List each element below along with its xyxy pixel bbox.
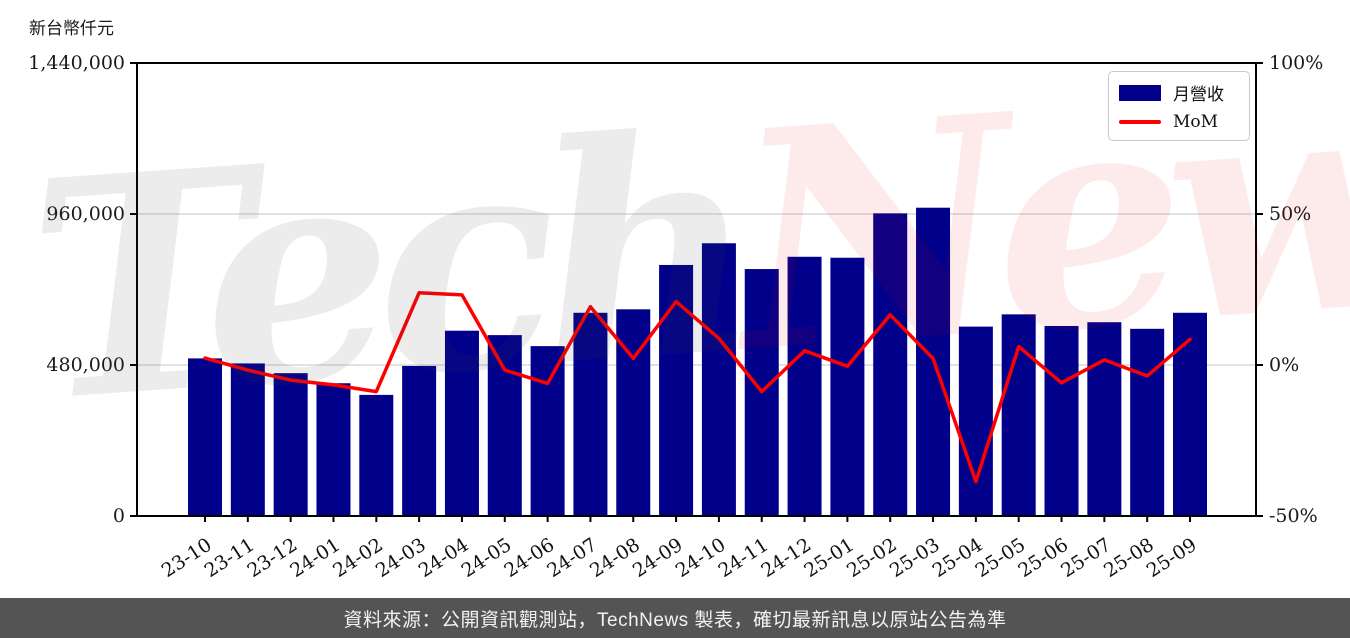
left-tick-label: 960,000 bbox=[46, 203, 125, 225]
x-tick-label: 25-09 bbox=[1143, 534, 1201, 582]
revenue-bar-24-04 bbox=[444, 330, 479, 516]
revenue-bar-24-06 bbox=[530, 346, 565, 516]
revenue-bar-24-12 bbox=[787, 256, 822, 516]
left-tick-label: 1,440,000 bbox=[28, 52, 125, 74]
right-tick-label: 100% bbox=[1269, 52, 1323, 74]
revenue-legend-label: 月營收 bbox=[1173, 85, 1224, 106]
revenue-bar-24-09 bbox=[659, 264, 694, 516]
revenue-bar-23-10 bbox=[188, 358, 222, 516]
source-text: 資料來源：公開資訊觀測站，TechNews 製表，確切最新訊息以原站公告為準 bbox=[343, 609, 1007, 631]
legend-row-revenue: 月營收 bbox=[1109, 80, 1249, 105]
right-tick-label: 0% bbox=[1269, 354, 1299, 376]
revenue-bar-25-09 bbox=[1173, 312, 1207, 516]
revenue-bar-24-02 bbox=[359, 394, 394, 516]
revenue-bar-25-08 bbox=[1130, 328, 1165, 516]
revenue-bar-24-07 bbox=[573, 312, 608, 516]
revenue-bar-24-01 bbox=[316, 383, 351, 516]
legend-row-mom: MoM bbox=[1109, 112, 1249, 132]
right-tick-label: 50% bbox=[1269, 203, 1311, 225]
revenue-bar-24-10 bbox=[701, 243, 736, 516]
plot-frame bbox=[136, 62, 1257, 517]
revenue-bar-25-06 bbox=[1044, 325, 1079, 516]
revenue-bar-25-04 bbox=[958, 326, 993, 516]
revenue-bar-25-01 bbox=[830, 257, 865, 516]
chart-legend: 月營收 MoM bbox=[1108, 71, 1250, 141]
source-banner: 資料來源：公開資訊觀測站，TechNews 製表，確切最新訊息以原站公告為準 bbox=[0, 598, 1350, 638]
left-tick-label: 0 bbox=[113, 505, 125, 527]
y-axis-unit-label: 新台幣仟元 bbox=[29, 19, 114, 39]
mom-line-swatch bbox=[1119, 119, 1161, 124]
revenue-bar-23-11 bbox=[230, 363, 265, 516]
mom-legend-label: MoM bbox=[1173, 111, 1219, 132]
mom-line bbox=[203, 291, 1192, 484]
revenue-bar-24-05 bbox=[487, 335, 522, 516]
revenue-bar-24-03 bbox=[402, 365, 437, 516]
chart-canvas: 0480,000960,0001,440,000-50%0%50%100%23-… bbox=[28, 52, 1323, 582]
revenue-bar-23-12 bbox=[273, 373, 308, 516]
right-tick-label: -50% bbox=[1269, 505, 1318, 527]
revenue-bar-25-02 bbox=[873, 213, 908, 516]
revenue-bar-25-05 bbox=[1001, 314, 1036, 516]
revenue-bar-25-07 bbox=[1087, 322, 1122, 516]
left-tick-label: 480,000 bbox=[46, 354, 125, 376]
revenue-bar-swatch bbox=[1119, 84, 1161, 101]
